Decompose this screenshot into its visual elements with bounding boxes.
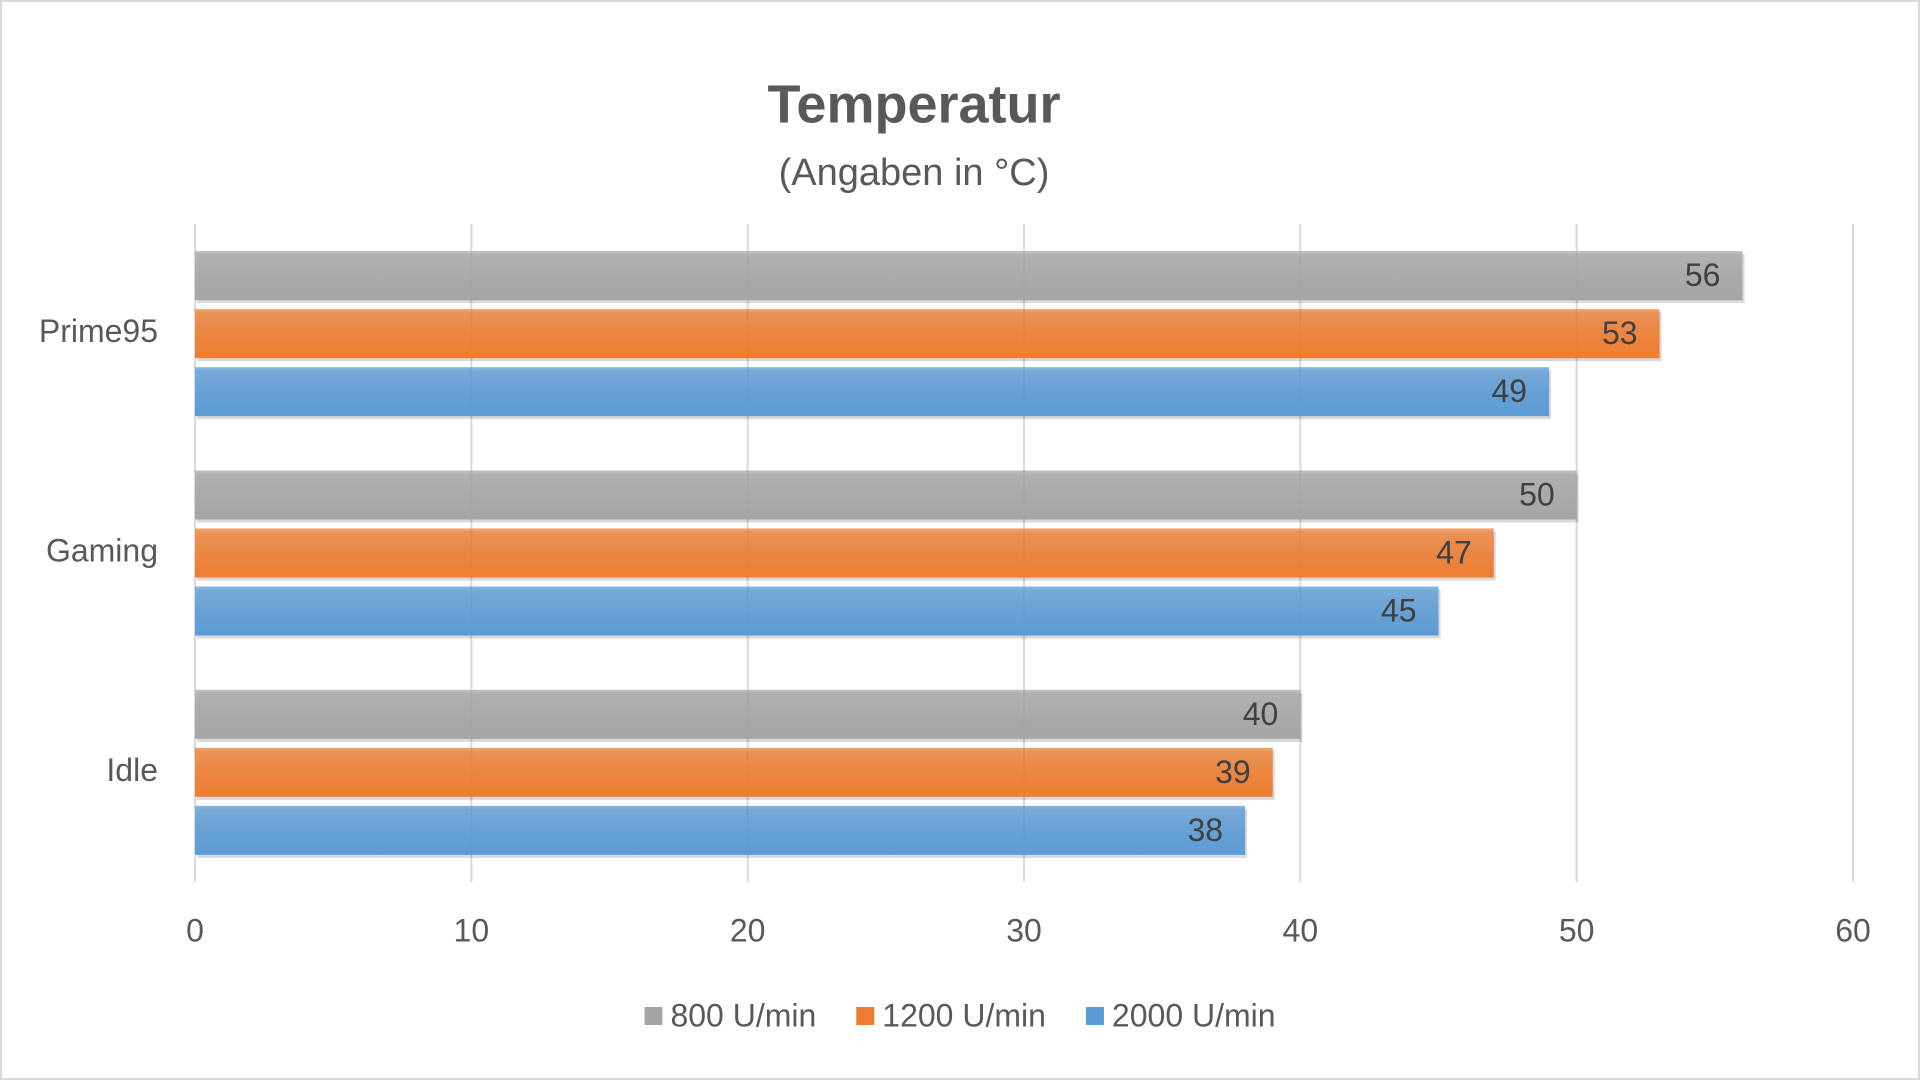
x-tick-label: 60	[1835, 912, 1871, 948]
legend-label: 2000 U/min	[1112, 997, 1276, 1033]
data-label: 40	[1243, 696, 1279, 732]
y-tick-label: Idle	[106, 752, 158, 788]
data-label: 38	[1187, 812, 1223, 848]
bar	[195, 528, 1494, 578]
y-tick-label: Gaming	[46, 532, 158, 568]
data-label: 39	[1215, 754, 1251, 790]
bar	[195, 586, 1439, 636]
data-label: 56	[1685, 257, 1721, 293]
bar	[195, 251, 1743, 301]
bar	[195, 367, 1550, 417]
bar	[195, 689, 1301, 739]
data-label: 49	[1491, 373, 1527, 409]
data-label: 50	[1519, 476, 1555, 512]
x-tick-label: 30	[1006, 912, 1042, 948]
legend-label: 1200 U/min	[882, 997, 1046, 1033]
bar	[195, 805, 1246, 855]
x-tick-label: 50	[1559, 912, 1595, 948]
chart-title: Temperatur	[767, 74, 1060, 134]
legend-swatch	[644, 1007, 663, 1025]
bar	[195, 470, 1577, 520]
x-tick-label: 40	[1283, 912, 1319, 948]
x-tick-label: 20	[730, 912, 766, 948]
x-tick-label: 10	[454, 912, 490, 948]
legend-label: 800 U/min	[670, 997, 816, 1033]
legend-swatch	[1085, 1007, 1104, 1025]
bar	[195, 747, 1273, 797]
chart-subtitle: (Angaben in °C)	[779, 152, 1050, 194]
data-label: 45	[1381, 592, 1417, 628]
data-label: 47	[1436, 534, 1472, 570]
y-tick-label: Prime95	[39, 313, 158, 349]
bar	[195, 309, 1660, 359]
x-tick-label: 0	[186, 912, 204, 948]
legend-swatch	[856, 1007, 875, 1025]
data-label: 53	[1602, 315, 1638, 351]
